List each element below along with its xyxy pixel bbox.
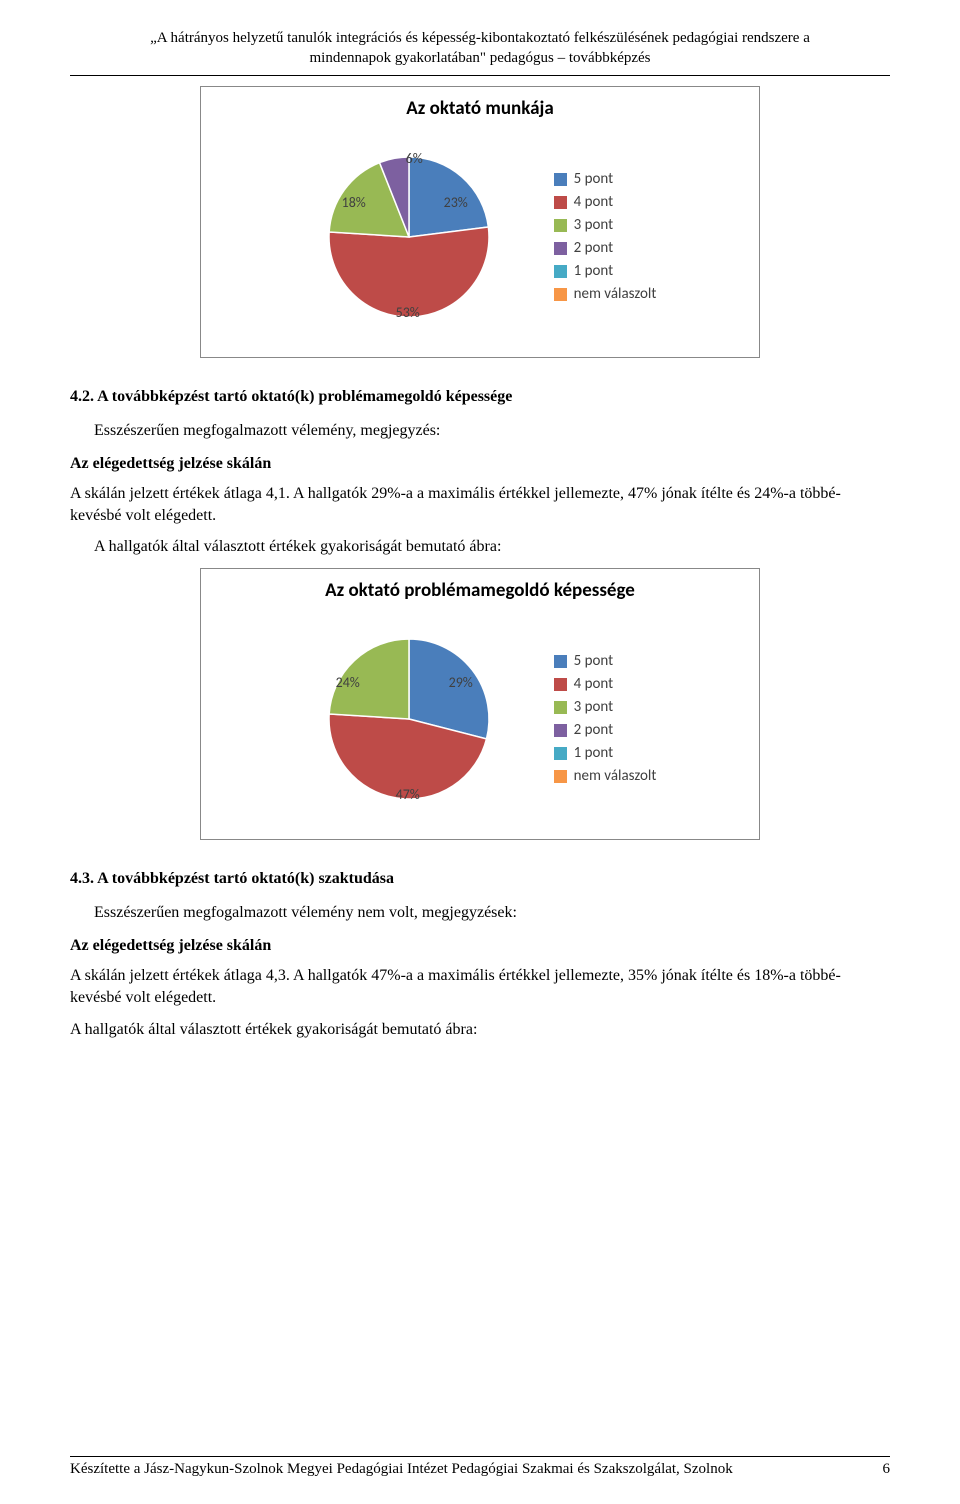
legend-label: 4 pont bbox=[574, 675, 614, 693]
legend-item: 4 pont bbox=[554, 193, 657, 211]
section-42-essay: Esszészerűen megfogalmazott vélemény, me… bbox=[94, 420, 890, 442]
legend-label: 2 pont bbox=[574, 721, 614, 739]
legend-item: 3 pont bbox=[554, 698, 657, 716]
section-43-heading: 4.3. A továbbképzést tartó oktató(k) sza… bbox=[70, 870, 890, 888]
legend-swatch bbox=[554, 678, 567, 691]
chart1-title: Az oktató munkája bbox=[216, 97, 744, 120]
legend-label: 3 pont bbox=[574, 698, 614, 716]
legend-item: nem válaszolt bbox=[554, 767, 657, 785]
chart2-legend: 5 pont 4 pont 3 pont 2 pont 1 pont nem válasz… bbox=[554, 647, 657, 790]
pie-data-label: 6% bbox=[406, 150, 423, 167]
pie-data-label: 18% bbox=[342, 194, 366, 211]
legend-swatch bbox=[554, 770, 567, 783]
legend-swatch bbox=[554, 265, 567, 278]
legend-swatch bbox=[554, 655, 567, 668]
chart-oktato-munkaja: Az oktató munkája 23% 6% 18% 53% 5 pont 4 po… bbox=[200, 86, 760, 358]
section-43-chart-intro: A hallgatók által választott értékek gya… bbox=[70, 1019, 890, 1041]
pie-data-label: 24% bbox=[336, 674, 360, 691]
chart1-legend: 5 pont 4 pont 3 pont 2 pont 1 pont nem válasz… bbox=[554, 165, 657, 308]
section-43-body: A skálán jelzett értékek átlaga 4,3. A h… bbox=[70, 965, 890, 1008]
footer-left: Készítette a Jász-Nagykun-Szolnok Megyei… bbox=[70, 1461, 733, 1478]
legend-swatch bbox=[554, 747, 567, 760]
legend-item: 3 pont bbox=[554, 216, 657, 234]
section-43-subheading: Az elégedettség jelzése skálán bbox=[70, 937, 890, 955]
legend-item: 5 pont bbox=[554, 170, 657, 188]
legend-item: 2 pont bbox=[554, 239, 657, 257]
section-42-chart-intro: A hallgatók által választott értékek gya… bbox=[94, 536, 890, 558]
legend-swatch bbox=[554, 288, 567, 301]
pie-data-label: 53% bbox=[396, 304, 420, 321]
legend-item: 2 pont bbox=[554, 721, 657, 739]
legend-swatch bbox=[554, 242, 567, 255]
legend-label: 1 pont bbox=[574, 262, 614, 280]
legend-swatch bbox=[554, 701, 567, 714]
header-line-1: „A hátrányos helyzetű tanulók integráció… bbox=[70, 28, 890, 48]
legend-swatch bbox=[554, 724, 567, 737]
legend-label: 5 pont bbox=[574, 170, 614, 188]
page-header: „A hátrányos helyzetű tanulók integráció… bbox=[70, 28, 890, 76]
legend-label: 2 pont bbox=[574, 239, 614, 257]
header-line-2: mindennapok gyakorlatában" pedagógus – t… bbox=[70, 48, 890, 68]
page-footer: Készítette a Jász-Nagykun-Szolnok Megyei… bbox=[70, 1456, 890, 1478]
legend-item: 1 pont bbox=[554, 744, 657, 762]
footer-page-number: 6 bbox=[883, 1461, 891, 1478]
pie-data-label: 23% bbox=[444, 194, 468, 211]
legend-label: 3 pont bbox=[574, 216, 614, 234]
chart1-pie: 23% 6% 18% 53% bbox=[304, 132, 514, 342]
section-42-body: A skálán jelzett értékek átlaga 4,1. A h… bbox=[70, 483, 890, 526]
legend-swatch bbox=[554, 173, 567, 186]
legend-label: nem válaszolt bbox=[574, 767, 657, 785]
section-42-subheading: Az elégedettség jelzése skálán bbox=[70, 455, 890, 473]
legend-label: 5 pont bbox=[574, 652, 614, 670]
chart2-title: Az oktató problémamegoldó képessége bbox=[216, 579, 744, 602]
chart-problemamegoldo: Az oktató problémamegoldó képessége 29%2… bbox=[200, 568, 760, 840]
pie-data-label: 47% bbox=[396, 786, 420, 803]
legend-item: 4 pont bbox=[554, 675, 657, 693]
legend-label: 1 pont bbox=[574, 744, 614, 762]
legend-item: nem válaszolt bbox=[554, 285, 657, 303]
pie-data-label: 29% bbox=[449, 674, 473, 691]
chart2-pie: 29% 24% 47% bbox=[304, 614, 514, 824]
legend-swatch bbox=[554, 219, 567, 232]
section-43-essay: Esszészerűen megfogalmazott vélemény nem… bbox=[94, 902, 890, 924]
legend-item: 1 pont bbox=[554, 262, 657, 280]
legend-swatch bbox=[554, 196, 567, 209]
legend-item: 5 pont bbox=[554, 652, 657, 670]
legend-label: 4 pont bbox=[574, 193, 614, 211]
legend-label: nem válaszolt bbox=[574, 285, 657, 303]
section-42-heading: 4.2. A továbbképzést tartó oktató(k) pro… bbox=[70, 388, 890, 406]
